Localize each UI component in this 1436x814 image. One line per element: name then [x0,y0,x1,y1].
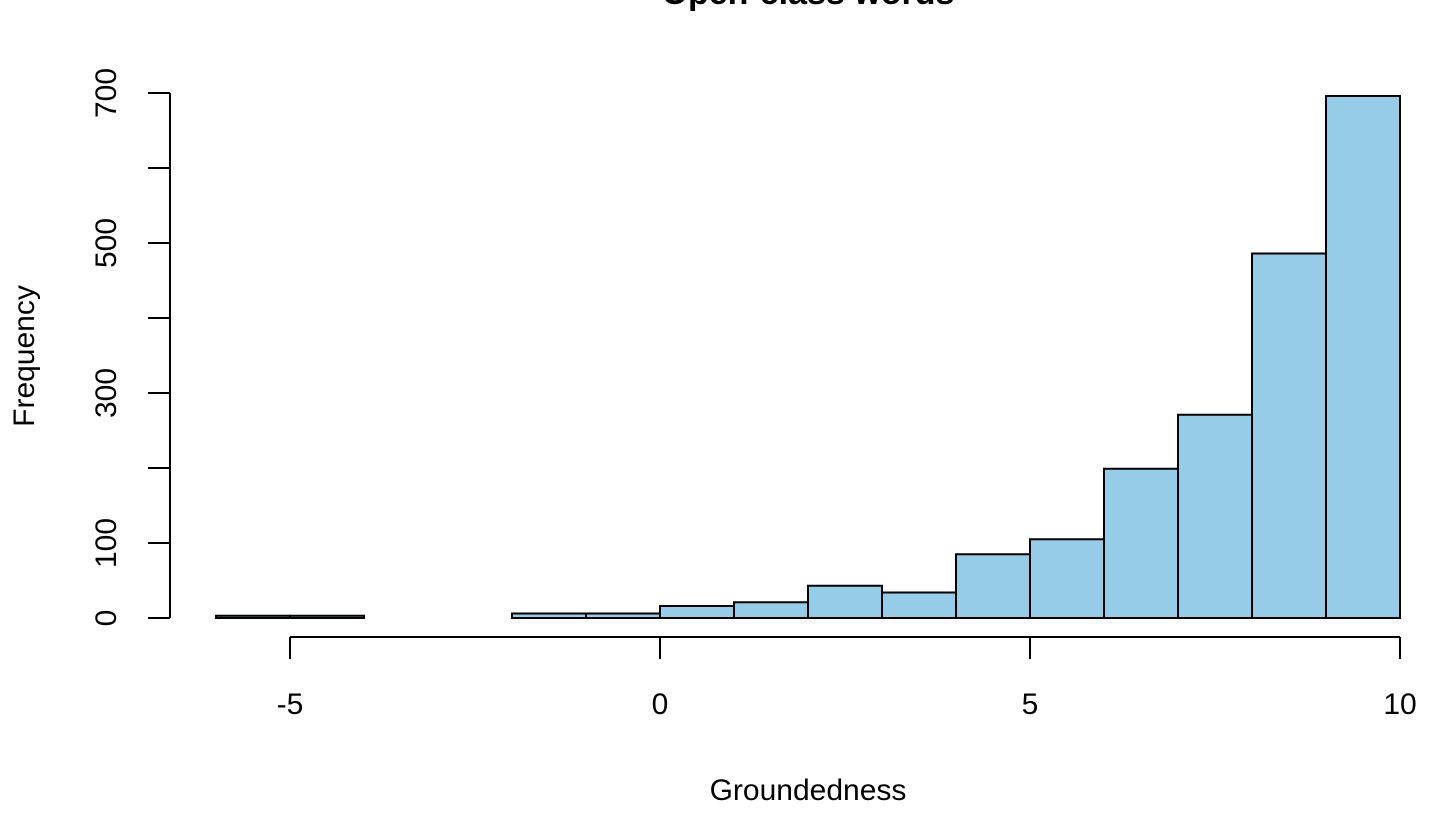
x-axis-label: Groundedness [710,774,907,807]
histogram-bar [955,553,1031,619]
chart-title: Open-class words [662,0,955,12]
histogram-bar [1103,467,1179,619]
x-axis: -5 0 5 10 [277,636,1417,721]
histogram-bar [215,614,291,619]
histogram-bar [511,612,587,619]
x-tick-label: 10 [1383,688,1416,721]
x-tick-label: 5 [1022,688,1039,721]
histogram-bar [881,591,957,619]
histogram-bar [1177,413,1253,619]
histogram-bar [289,614,365,619]
histogram-bar [1029,538,1105,619]
y-axis-label: Frequency [8,285,41,427]
histogram-bar [1251,252,1327,619]
y-tick-label: 100 [90,518,123,568]
y-tick-label: 700 [90,68,123,118]
histogram-bar [733,601,809,619]
y-tick-label: 0 [90,610,123,627]
x-tick-label: -5 [277,688,304,721]
y-axis: 0 100 300 500 700 [90,68,171,627]
y-tick-label: 500 [90,218,123,268]
histogram-bar [585,612,661,619]
histogram-bar [1325,95,1401,619]
bars-group [215,95,1401,619]
x-tick-label: 0 [652,688,669,721]
histogram-bar [807,584,883,619]
y-tick-label: 300 [90,368,123,418]
histogram-bar [659,605,735,619]
